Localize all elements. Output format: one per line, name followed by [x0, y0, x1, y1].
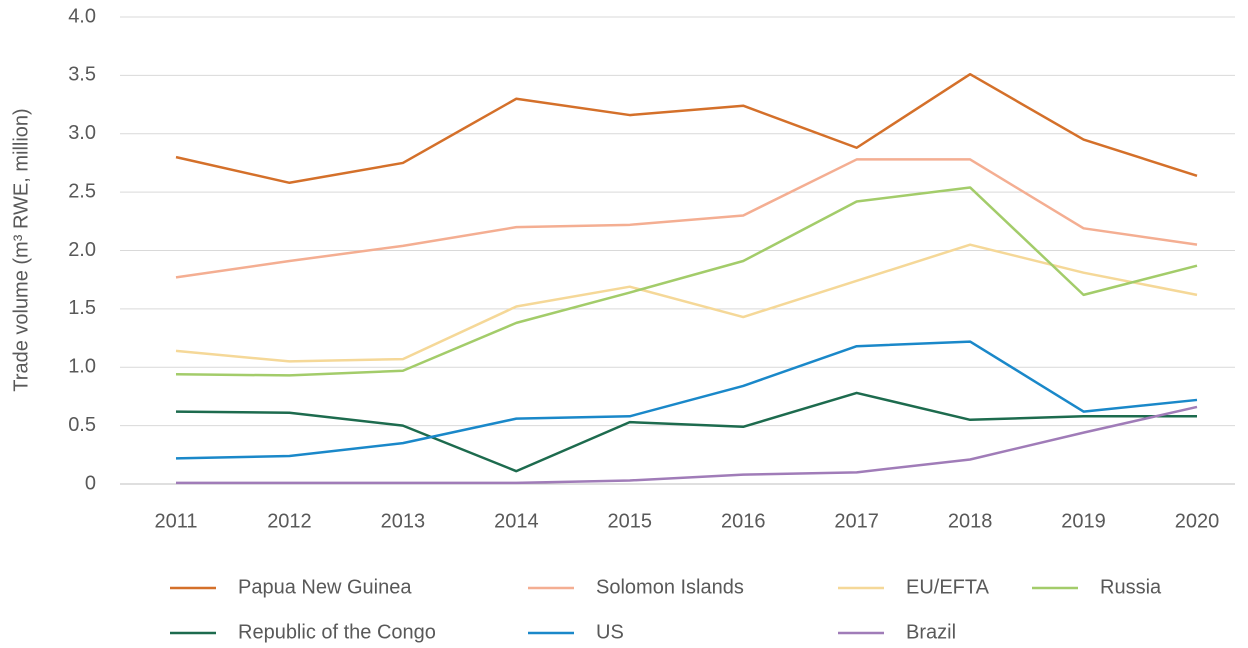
x-tick-label: 2011	[154, 510, 197, 532]
x-tick-label: 2012	[267, 510, 312, 532]
y-tick-label: 3.0	[68, 122, 96, 144]
series-line	[175, 243, 1198, 363]
legend-label: Solomon Islands	[596, 576, 744, 598]
legend-label: US	[596, 621, 624, 643]
series-line	[175, 186, 1198, 377]
x-tick-label: 2017	[834, 510, 879, 532]
series-line	[175, 391, 1197, 473]
x-tick-label: 2014	[494, 510, 539, 532]
x-tick-label: 2020	[1175, 510, 1220, 532]
series-line	[175, 340, 1198, 460]
y-tick-label: 0	[85, 472, 96, 494]
x-tick-label: 2015	[608, 510, 653, 532]
legend-label: Brazil	[906, 621, 956, 643]
y-tick-label: 1.0	[68, 356, 96, 378]
y-tick-label: 0.5	[68, 414, 96, 436]
x-tick-label: 2016	[721, 510, 766, 532]
y-tick-label: 2.0	[68, 239, 96, 261]
series-line	[175, 72, 1198, 185]
x-tick-label: 2018	[948, 510, 993, 532]
y-tick-label: 4.0	[68, 5, 96, 27]
x-tick-label: 2019	[1061, 510, 1106, 532]
y-tick-label: 3.5	[68, 64, 96, 86]
series-line	[175, 158, 1198, 279]
legend-label: Russia	[1100, 576, 1162, 598]
series-line	[176, 405, 1198, 485]
y-tick-label: 1.5	[68, 297, 96, 319]
legend-label: Republic of the Congo	[238, 621, 436, 643]
legend-label: EU/EFTA	[906, 576, 990, 598]
y-axis-label: Trade volume (m³ RWE, million)	[10, 108, 32, 391]
x-tick-label: 2013	[381, 510, 426, 532]
y-tick-label: 2.5	[68, 180, 96, 202]
legend-label: Papua New Guinea	[238, 576, 412, 598]
